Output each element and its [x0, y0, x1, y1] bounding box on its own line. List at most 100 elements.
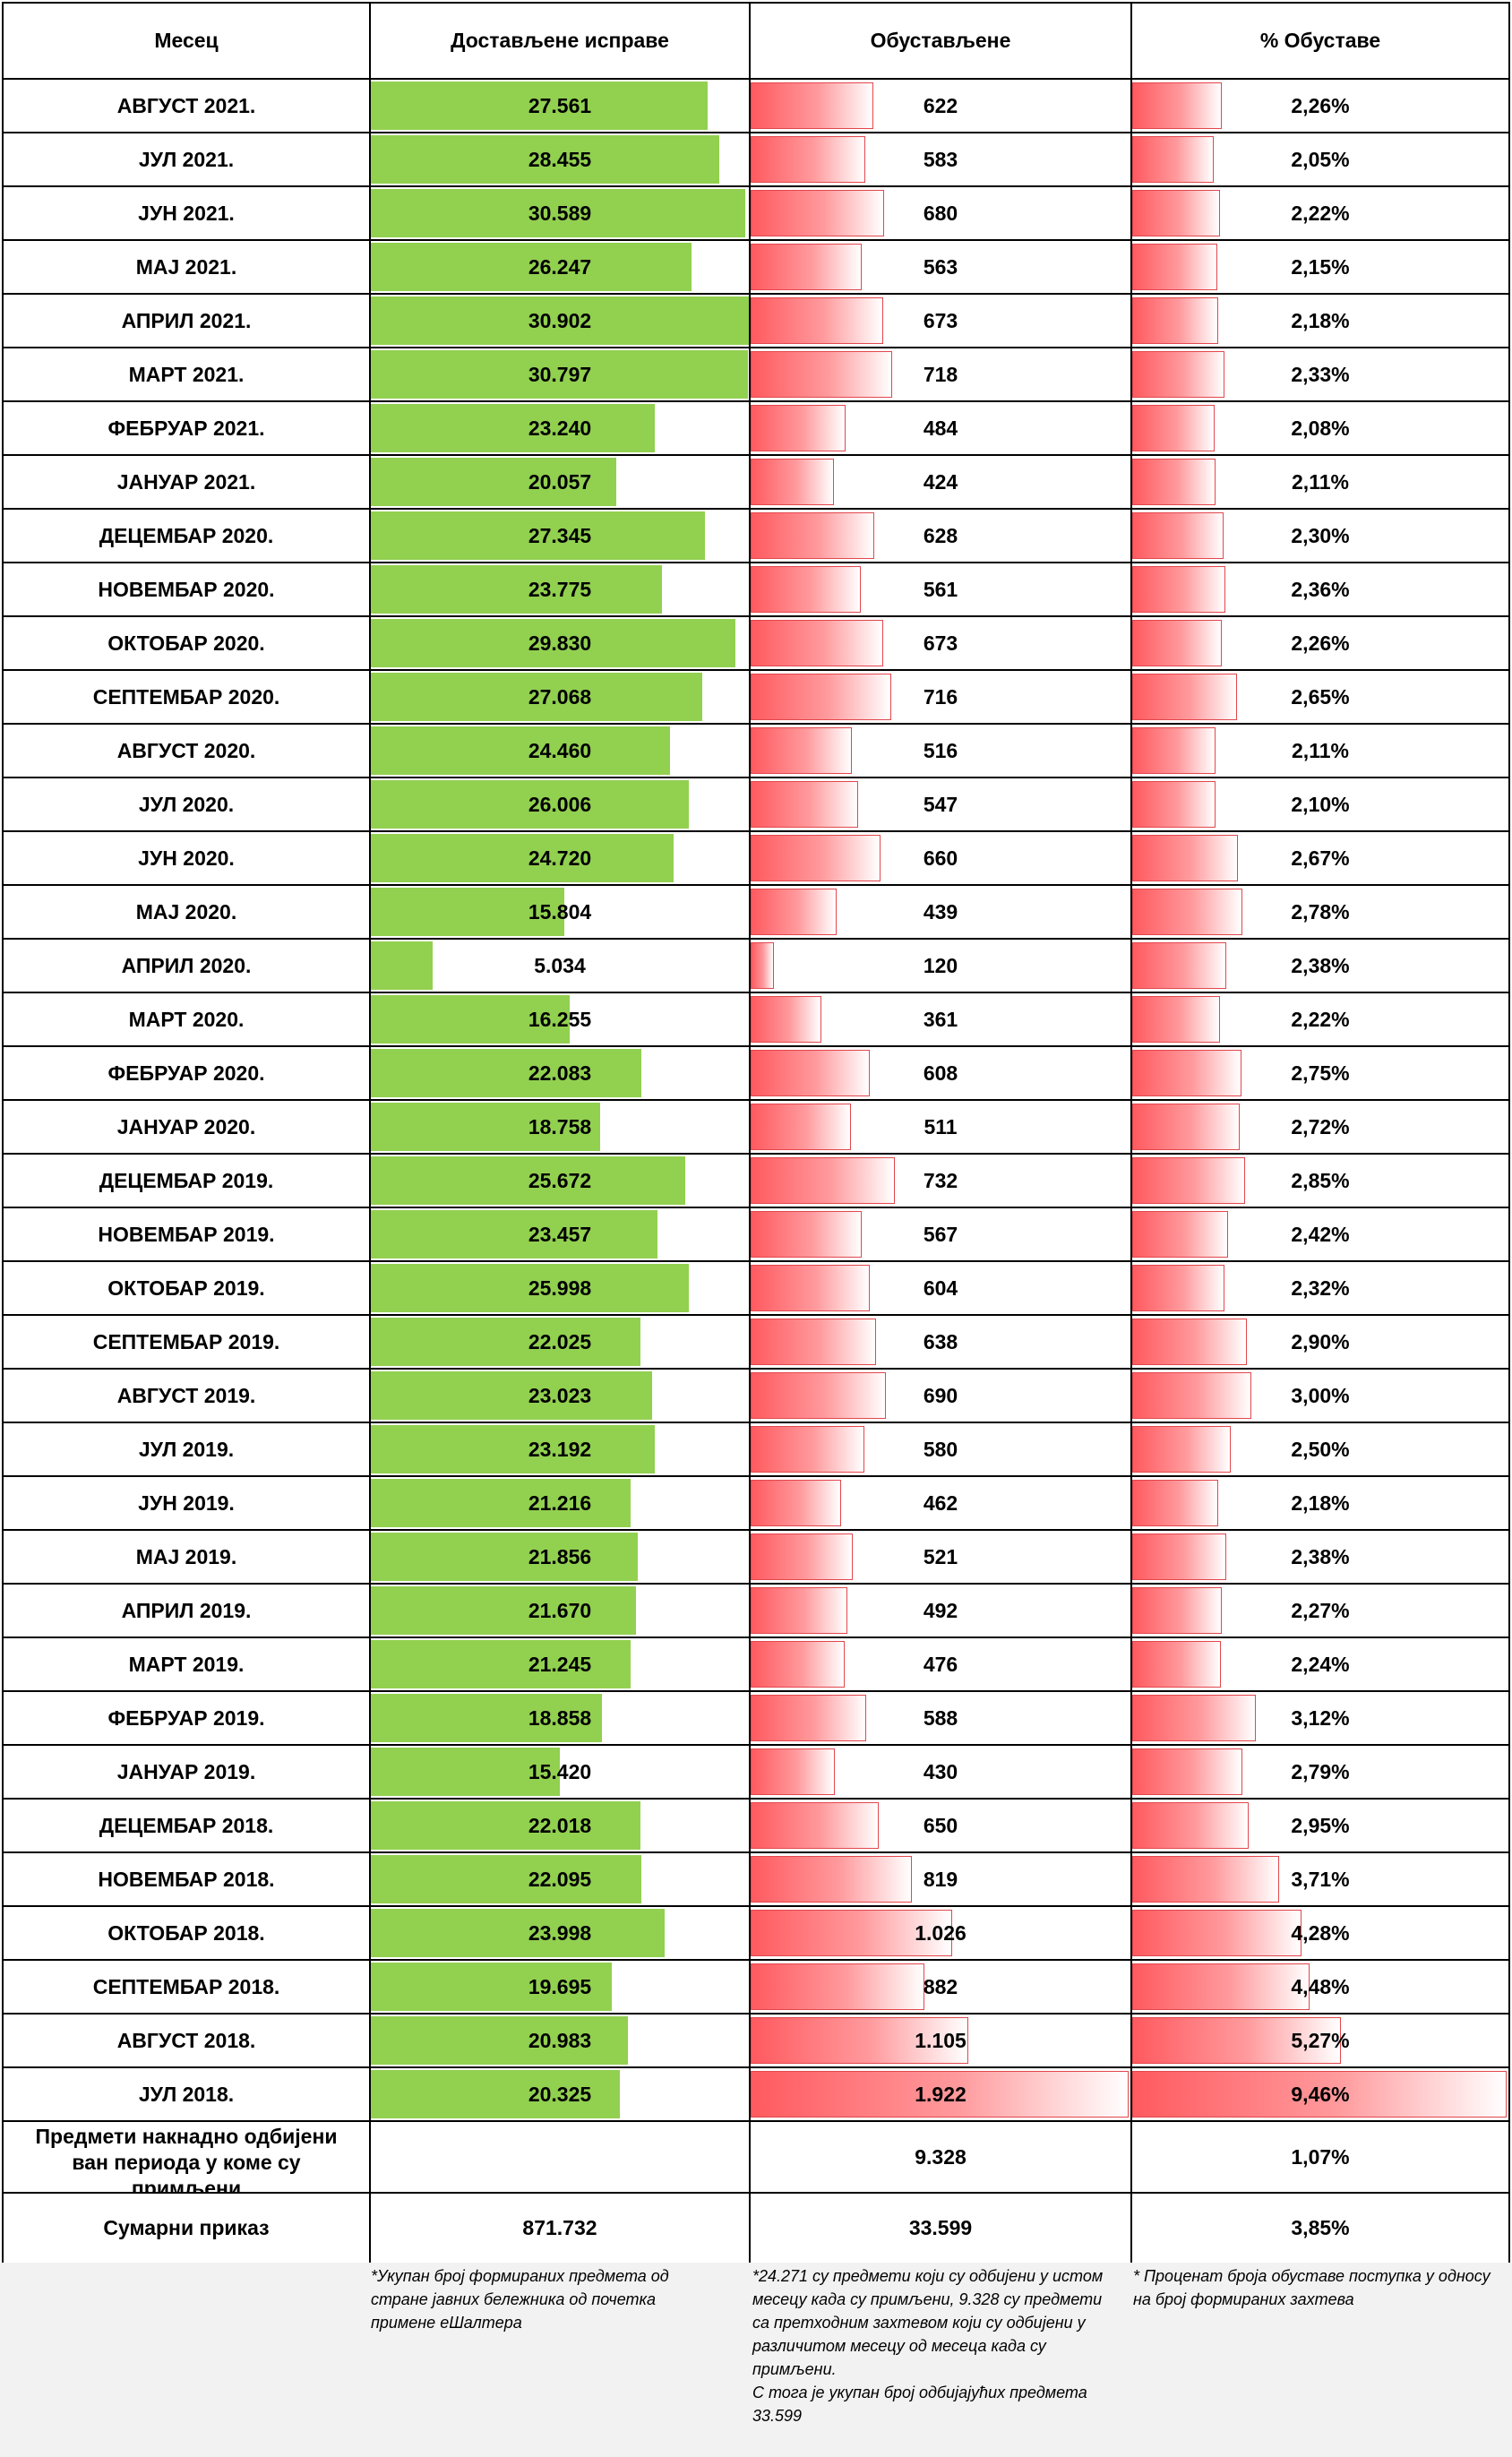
suspended-bar — [751, 620, 883, 666]
table-row-suspended: 492 — [751, 1585, 1132, 1638]
table-row-delivered: 27.068 — [371, 671, 751, 725]
table-row-suspended: 439 — [751, 886, 1132, 940]
month-label: СЕПТЕМБАР 2020. — [92, 684, 280, 709]
table-row-delivered: 27.345 — [371, 510, 751, 563]
percent-value: 2,05% — [1291, 147, 1350, 171]
percent-value: 2,38% — [1291, 1544, 1350, 1568]
table-row-month: ЈУН 2019. — [4, 1477, 371, 1531]
percent-bar — [1132, 1802, 1249, 1849]
delivered-bar — [371, 1694, 602, 1742]
suspended-value: 673 — [923, 631, 958, 655]
suspended-value: 882 — [923, 1974, 958, 1998]
table-row-percent: 2,27% — [1132, 1585, 1510, 1638]
delivered-bar — [371, 1640, 631, 1688]
delivered-bar — [371, 888, 564, 936]
month-label: ФЕБРУАР 2020. — [107, 1061, 265, 1085]
table-row-suspended: 732 — [751, 1155, 1132, 1208]
suspended-value: 604 — [923, 1276, 958, 1300]
table-row-month: МАРТ 2021. — [4, 348, 371, 402]
delivered-value: 15.420 — [528, 1759, 592, 1783]
suspended-bar — [751, 1802, 879, 1849]
table-row-delivered: 15.420 — [371, 1746, 751, 1800]
suspended-value: 583 — [923, 147, 958, 171]
suspended-value: 424 — [923, 469, 958, 494]
table-row-month: МАРТ 2019. — [4, 1638, 371, 1692]
delivered-bar — [371, 1264, 689, 1312]
table-row-delivered: 26.006 — [371, 778, 751, 832]
table-row-suspended: 604 — [751, 1262, 1132, 1316]
suspended-bar — [751, 2017, 968, 2064]
delivered-value: 5.034 — [534, 953, 586, 977]
table-row-month: АПРИЛ 2020. — [4, 940, 371, 993]
delivered-value: 29.830 — [528, 631, 592, 655]
delivered-value: 19.695 — [528, 1974, 592, 1998]
suspended-bar — [751, 1587, 847, 1634]
table-row-percent: 2,11% — [1132, 725, 1510, 778]
percent-bar — [1132, 1211, 1228, 1258]
delivered-bar — [371, 1318, 640, 1366]
summary-delivered: 871.732 — [522, 2216, 597, 2239]
delivered-value: 22.018 — [528, 1813, 592, 1837]
percent-value: 2,65% — [1291, 684, 1350, 709]
table-row-month: ДЕЦЕМБАР 2020. — [4, 510, 371, 563]
suspended-bar — [751, 1104, 851, 1150]
delivered-value: 21.245 — [528, 1652, 592, 1676]
later-rejected-suspended: 9.328 — [915, 2144, 966, 2169]
suspended-bar — [751, 244, 862, 290]
month-label: АПРИЛ 2021. — [121, 308, 252, 332]
table-row-delivered: 30.902 — [371, 295, 751, 348]
month-label: ДЕЦЕМБАР 2020. — [99, 523, 274, 547]
delivered-bar — [371, 941, 433, 990]
suspended-value: 492 — [923, 1598, 958, 1622]
suspended-value: 819 — [923, 1867, 958, 1891]
suspended-value: 476 — [923, 1652, 958, 1676]
percent-bar — [1132, 1050, 1241, 1096]
table-row-suspended: 430 — [751, 1746, 1132, 1800]
table-row-month: ЈАНУАР 2019. — [4, 1746, 371, 1800]
delivered-value: 20.325 — [528, 2082, 592, 2106]
percent-bar — [1132, 1157, 1245, 1204]
month-label: ОКТОБАР 2018. — [107, 1920, 265, 1945]
delivered-value: 23.775 — [528, 577, 592, 601]
table-row-month: МАЈ 2020. — [4, 886, 371, 940]
month-label: АПРИЛ 2019. — [121, 1598, 252, 1622]
suspended-value: 567 — [923, 1222, 958, 1246]
percent-bar — [1132, 82, 1222, 129]
percent-value: 2,15% — [1291, 254, 1350, 279]
percent-bar — [1132, 2071, 1507, 2118]
table-row-percent: 2,32% — [1132, 1262, 1510, 1316]
header-month: Месец — [4, 4, 371, 80]
summary-suspended: 33.599 — [908, 2216, 973, 2239]
suspended-bar — [751, 459, 834, 505]
table-row-suspended: 484 — [751, 402, 1132, 456]
table-row-delivered: 21.670 — [371, 1585, 751, 1638]
suspended-bar — [751, 136, 865, 183]
table-row-month: ЈУЛ 2019. — [4, 1423, 371, 1477]
table-row-percent: 5,27% — [1132, 2015, 1510, 2068]
table-row-percent: 9,46% — [1132, 2068, 1510, 2122]
delivered-value: 22.025 — [528, 1329, 592, 1353]
month-label: ФЕБРУАР 2019. — [107, 1705, 265, 1730]
month-label: СЕПТЕМБАР 2019. — [92, 1329, 280, 1353]
suspended-bar — [751, 1372, 886, 1419]
month-label: ЈУЛ 2019. — [138, 1437, 235, 1461]
table-row-percent: 2,78% — [1132, 886, 1510, 940]
suspended-value: 732 — [923, 1168, 958, 1192]
percent-value: 5,27% — [1291, 2028, 1350, 2052]
table-row-month: ЈАНУАР 2020. — [4, 1101, 371, 1155]
percent-bar — [1132, 889, 1242, 935]
percent-value: 2,26% — [1291, 93, 1350, 117]
month-label: ЈАНУАР 2020. — [116, 1114, 256, 1138]
table-row-percent: 2,72% — [1132, 1101, 1510, 1155]
summary-delivered-cell: 871.732 — [371, 2194, 751, 2264]
table-row-delivered: 16.255 — [371, 993, 751, 1047]
delivered-value: 15.804 — [528, 899, 592, 924]
suspended-value: 361 — [923, 1007, 958, 1031]
percent-value: 2,50% — [1291, 1437, 1350, 1461]
percent-value: 2,85% — [1291, 1168, 1350, 1192]
header-delivered-label: Достављене исправе — [451, 29, 669, 52]
table-row-delivered: 24.460 — [371, 725, 751, 778]
table-row-percent: 2,67% — [1132, 832, 1510, 886]
suspended-value: 716 — [923, 684, 958, 709]
note-percent: * Проценат броја обуставе поступка у одн… — [1133, 2267, 1491, 2308]
